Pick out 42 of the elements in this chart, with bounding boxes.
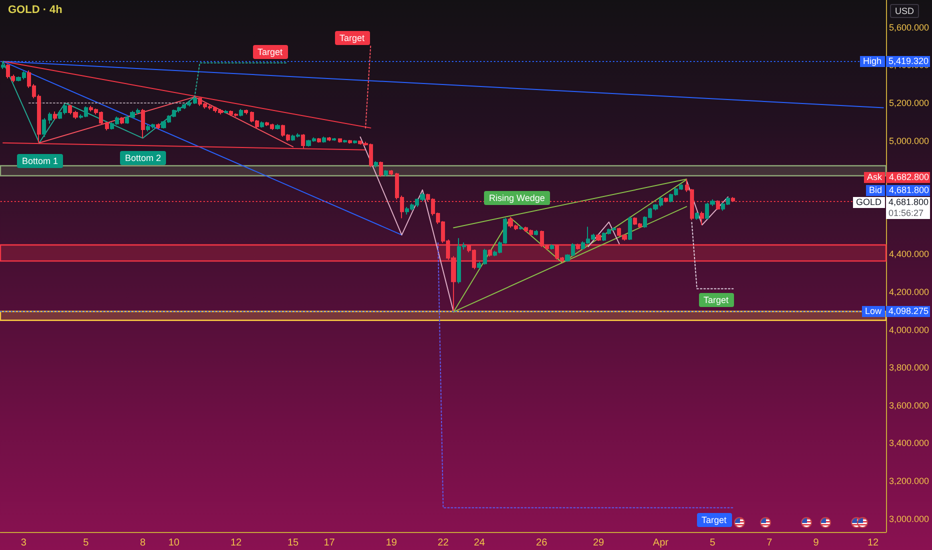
annotation: Target xyxy=(252,45,288,59)
x-tick-label: 9 xyxy=(813,538,820,548)
y-tick-label: 5,000.000 xyxy=(888,136,930,146)
y-tick-label: 4,000.000 xyxy=(888,324,930,335)
y-tick-label: 3,800.000 xyxy=(888,362,930,373)
y-tick-label: 3,600.000 xyxy=(888,400,930,410)
y-tick-label: 5,600.000 xyxy=(888,22,930,32)
y-tick-label: 3,200.000 xyxy=(888,476,930,486)
annotation: Target xyxy=(696,513,732,527)
x-tick-label: 10 xyxy=(168,538,180,548)
annotation: GOLD 4,681.800 01:56:27 xyxy=(855,197,930,219)
x-tick-label: 12 xyxy=(230,538,242,548)
y-tick-label: 3,400.000 xyxy=(888,438,930,448)
ref-line-label: Low 4,098.275 xyxy=(864,306,930,317)
chart-title: GOLD · 4h xyxy=(8,4,62,16)
y-axis-title: USD xyxy=(890,4,920,18)
annotation: Rising Wedge xyxy=(484,191,550,205)
x-tick-label: 8 xyxy=(140,538,146,548)
x-tick-label: 15 xyxy=(287,538,300,548)
x-tick-label: 17 xyxy=(324,538,336,548)
ref-line-label: High 5,419.320 xyxy=(862,56,930,67)
annotation: Target xyxy=(698,293,734,307)
x-tick-label: 29 xyxy=(592,538,605,548)
x-tick-label: 22 xyxy=(438,538,450,548)
x-tick-label: 26 xyxy=(536,538,548,548)
x-tick-label: 5 xyxy=(83,538,90,548)
x-tick-label: 24 xyxy=(474,538,486,548)
annotation: Bottom 2 xyxy=(120,151,166,165)
x-tick-label: 19 xyxy=(386,538,398,548)
annotation: Target xyxy=(334,31,370,45)
annotation: Ask 4,682.800 xyxy=(866,172,930,183)
x-tick-label: 3 xyxy=(20,538,27,548)
y-tick-label: 4,400.000 xyxy=(888,249,930,260)
y-tick-label: 4,200.000 xyxy=(888,286,930,297)
x-tick-label: 12 xyxy=(867,538,880,548)
x-tick-label: 5 xyxy=(710,538,716,548)
x-tick-label: 7 xyxy=(766,538,773,548)
y-tick-label: 3,000.000 xyxy=(888,514,930,524)
x-tick-label: Apr xyxy=(652,538,670,548)
annotation: Bid 4,681.800 xyxy=(868,184,930,196)
y-tick-label: 5,200.000 xyxy=(888,98,930,108)
annotation: Bottom 1 xyxy=(17,154,64,168)
